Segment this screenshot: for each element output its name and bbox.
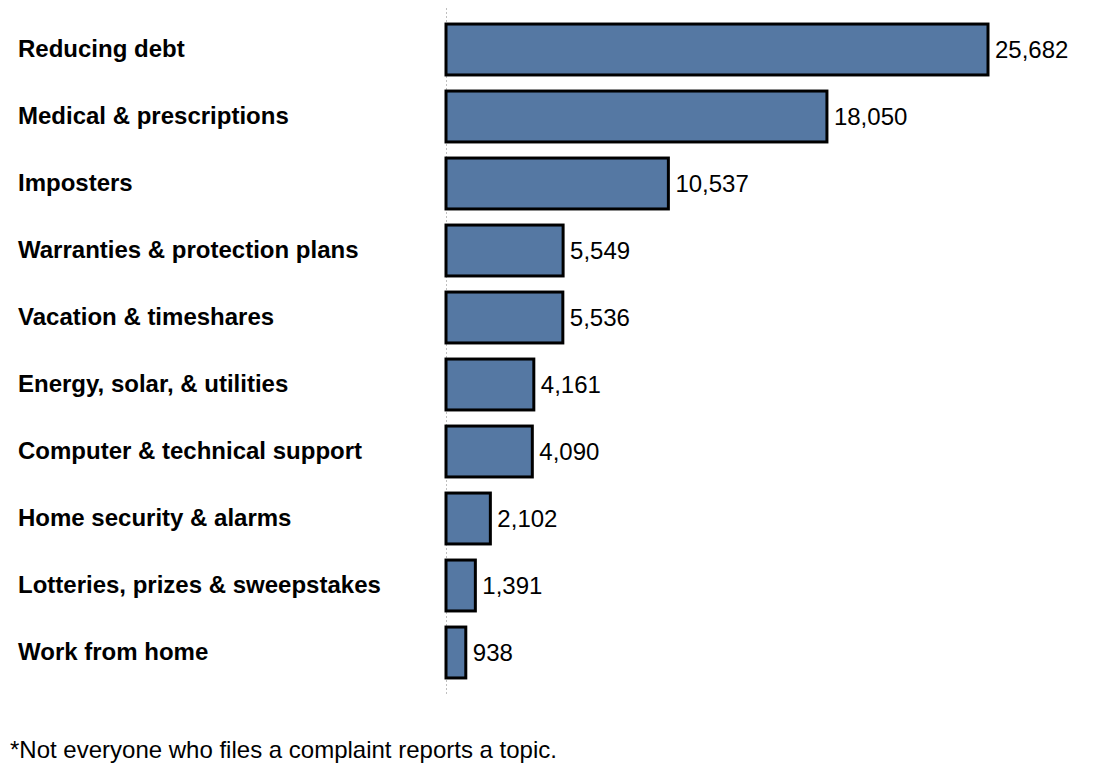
data-label: 25,682 <box>995 36 1068 63</box>
data-label: 5,536 <box>570 304 630 331</box>
data-label: 5,549 <box>570 237 630 264</box>
tick: Medical & prescriptions <box>18 102 446 129</box>
data-label: 10,537 <box>675 170 748 197</box>
tick: Warranties & protection plans <box>18 236 446 263</box>
bar <box>446 292 563 343</box>
tick-label: Work from home <box>18 638 208 665</box>
bars <box>446 24 988 678</box>
bar <box>446 627 466 678</box>
bar <box>446 426 532 477</box>
tick-label: Reducing debt <box>18 35 185 62</box>
tick-label: Energy, solar, & utilities <box>18 370 288 397</box>
bar <box>446 91 827 142</box>
tick-label: Warranties & protection plans <box>18 236 359 263</box>
tick-label: Home security & alarms <box>18 504 291 531</box>
footnote: *Not everyone who files a complaint repo… <box>10 736 557 763</box>
data-labels: 25,682 18,050 10,537 5,549 5,536 4,161 4,090 2,… <box>473 36 1069 666</box>
tick: Work from home <box>18 638 446 665</box>
data-label: 4,090 <box>539 438 599 465</box>
tick-label: Vacation & timeshares <box>18 303 274 330</box>
bar <box>446 225 563 276</box>
bar <box>446 493 490 544</box>
bar <box>446 560 475 611</box>
tick: Energy, solar, & utilities <box>18 370 446 397</box>
data-label: 4,161 <box>541 371 601 398</box>
tick: Imposters <box>18 169 446 196</box>
data-label: 1,391 <box>482 572 542 599</box>
bar <box>446 24 988 75</box>
data-label: 2,102 <box>497 505 557 532</box>
y-axis: Reducing debt Medical & prescriptions Impo… <box>18 8 447 694</box>
tick: Reducing debt <box>18 35 446 62</box>
tick-label: Computer & technical support <box>18 437 362 464</box>
chart: Reducing debt Medical & prescriptions Impo… <box>0 0 1103 780</box>
tick: Computer & technical support <box>18 437 446 464</box>
tick: Lotteries, prizes & sweepstakes <box>18 571 446 598</box>
tick-label: Imposters <box>18 169 133 196</box>
tick: Home security & alarms <box>18 504 446 531</box>
bar <box>446 359 534 410</box>
tick: Vacation & timeshares <box>18 303 446 330</box>
tick-label: Medical & prescriptions <box>18 102 289 129</box>
bar <box>446 158 668 209</box>
tick-label: Lotteries, prizes & sweepstakes <box>18 571 381 598</box>
data-label: 18,050 <box>834 103 907 130</box>
plot: Reducing debt Medical & prescriptions Impo… <box>18 8 1068 694</box>
data-label: 938 <box>473 639 513 666</box>
